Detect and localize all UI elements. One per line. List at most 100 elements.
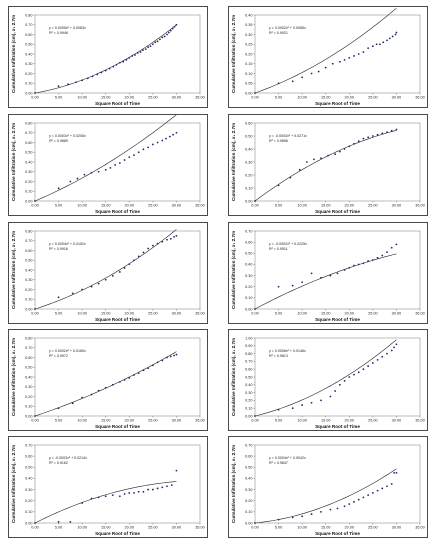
y-axis-title: Cumulative Infiltration (cm), x₁ 2.7m — [11, 123, 16, 201]
y-tick-label: 0.00 — [25, 199, 32, 203]
x-tick-label: 25.00 — [368, 96, 378, 100]
data-point — [149, 45, 152, 48]
x-tick-label: 5.00 — [55, 96, 62, 100]
data-point — [123, 379, 126, 381]
data-point — [329, 395, 332, 398]
x-tick-label: 10.00 — [297, 204, 307, 208]
data-point — [57, 520, 60, 523]
x-tick-label: 0.00 — [31, 312, 38, 316]
r-squared-label: R² = 0.9847 — [269, 461, 288, 465]
data-point — [169, 237, 172, 240]
r-squared-label: R² = 0.9511 — [269, 247, 288, 251]
y-tick-label: 0.20 — [245, 499, 252, 503]
y-tick-label: 0.10 — [245, 296, 252, 300]
x-tick-label: 25.00 — [368, 312, 378, 316]
data-point — [111, 383, 114, 386]
x-tick-label: 25.00 — [148, 96, 158, 100]
x-axis-title: Square Root of Time — [315, 531, 360, 536]
y-tick-label: 0.00 — [25, 414, 32, 418]
data-point — [151, 244, 154, 247]
data-point — [137, 151, 140, 154]
data-point — [69, 520, 72, 523]
data-point — [86, 77, 89, 80]
y-axis-title: Cumulative Infiltration (cm), x₁ 2.7m — [11, 445, 16, 523]
data-point — [254, 522, 256, 524]
chart-svg: 0.00 0.10 0.20 0.30 0.40 0.50 0.60 0.70 0.00 5.00… — [231, 443, 425, 536]
x-tick-label: 35.00 — [195, 419, 205, 423]
data-point — [395, 31, 398, 34]
data-point — [395, 343, 398, 346]
y-tick-label: 0.20 — [25, 288, 32, 292]
data-point — [154, 41, 157, 44]
data-point — [166, 485, 168, 488]
x-tick-label: 25.00 — [368, 526, 378, 530]
data-point — [139, 51, 142, 53]
data-point — [343, 269, 346, 271]
data-point — [96, 73, 99, 76]
data-point — [291, 516, 294, 519]
data-point — [376, 133, 379, 136]
data-point — [348, 266, 351, 269]
data-point — [254, 200, 256, 202]
data-point — [353, 55, 355, 57]
data-point — [310, 513, 313, 515]
data-point — [320, 399, 322, 402]
y-tick-label: 0.05 — [245, 82, 252, 86]
data-point — [108, 67, 111, 70]
y-tick-label: 0.80 — [25, 336, 32, 340]
data-point — [327, 154, 329, 157]
y-tick-label: 0.40 — [25, 160, 32, 164]
y-axis-title: Cumulative Infiltration (cm), x₁ 2.7m — [11, 15, 16, 93]
x-tick-label: 0.00 — [31, 526, 38, 530]
x-tick-label: 10.00 — [297, 526, 307, 530]
data-point — [362, 368, 365, 371]
data-point — [338, 383, 341, 386]
y-tick-label: 0.70 — [25, 239, 32, 243]
data-point — [329, 508, 332, 511]
data-point — [161, 139, 164, 142]
x-tick-label: 15.00 — [101, 204, 111, 208]
y-tick-label: 0.80 — [25, 121, 32, 125]
data-point — [137, 255, 140, 258]
x-tick-label: 5.00 — [275, 312, 282, 316]
data-point — [175, 469, 178, 472]
data-point — [128, 377, 131, 379]
x-tick-label: 10.00 — [77, 526, 87, 530]
data-point — [331, 62, 334, 65]
x-axis-title: Square Root of Time — [95, 209, 140, 214]
data-point — [371, 492, 374, 494]
y-tick-label: 0.40 — [25, 52, 32, 56]
data-point — [100, 71, 103, 74]
data-point — [144, 48, 147, 51]
data-point — [156, 141, 159, 144]
x-tick-label: 25.00 — [368, 419, 378, 423]
data-point — [367, 47, 370, 50]
data-point — [175, 353, 178, 356]
y-tick-label: 0.40 — [245, 263, 252, 267]
data-point — [81, 288, 84, 291]
data-point — [166, 356, 168, 359]
data-point — [353, 142, 355, 145]
trendline-equation: y = 0.0003x² + 0.0205x — [49, 134, 86, 138]
data-point — [173, 354, 175, 357]
y-tick-label: 0.50 — [25, 466, 32, 470]
chart-svg: 0.00 0.10 0.20 0.30 0.40 0.50 0.60 0.70 0.80 0.00… — [11, 13, 205, 106]
data-point — [291, 407, 294, 410]
data-point — [142, 490, 145, 493]
y-tick-label: 0.00 — [25, 307, 32, 311]
data-point — [71, 402, 74, 405]
data-point — [338, 150, 341, 153]
data-point — [357, 263, 360, 266]
y-tick-label: 0.50 — [245, 134, 252, 138]
chart-svg: 0.00 0.10 0.20 0.30 0.40 0.50 0.60 0.00 5.00 10.0… — [231, 121, 425, 214]
x-tick-label: 10.00 — [77, 96, 87, 100]
x-tick-label: 35.00 — [415, 419, 425, 423]
r-squared-label: R² = 0.9162 — [49, 461, 68, 465]
y-tick-label: 0.35 — [245, 23, 252, 27]
y-tick-label: 0.60 — [25, 141, 32, 145]
data-point — [386, 352, 388, 355]
x-tick-label: 30.00 — [172, 204, 182, 208]
y-tick-label: 0.70 — [25, 346, 32, 350]
data-point — [115, 63, 118, 66]
y-tick-label: 0.50 — [25, 259, 32, 263]
